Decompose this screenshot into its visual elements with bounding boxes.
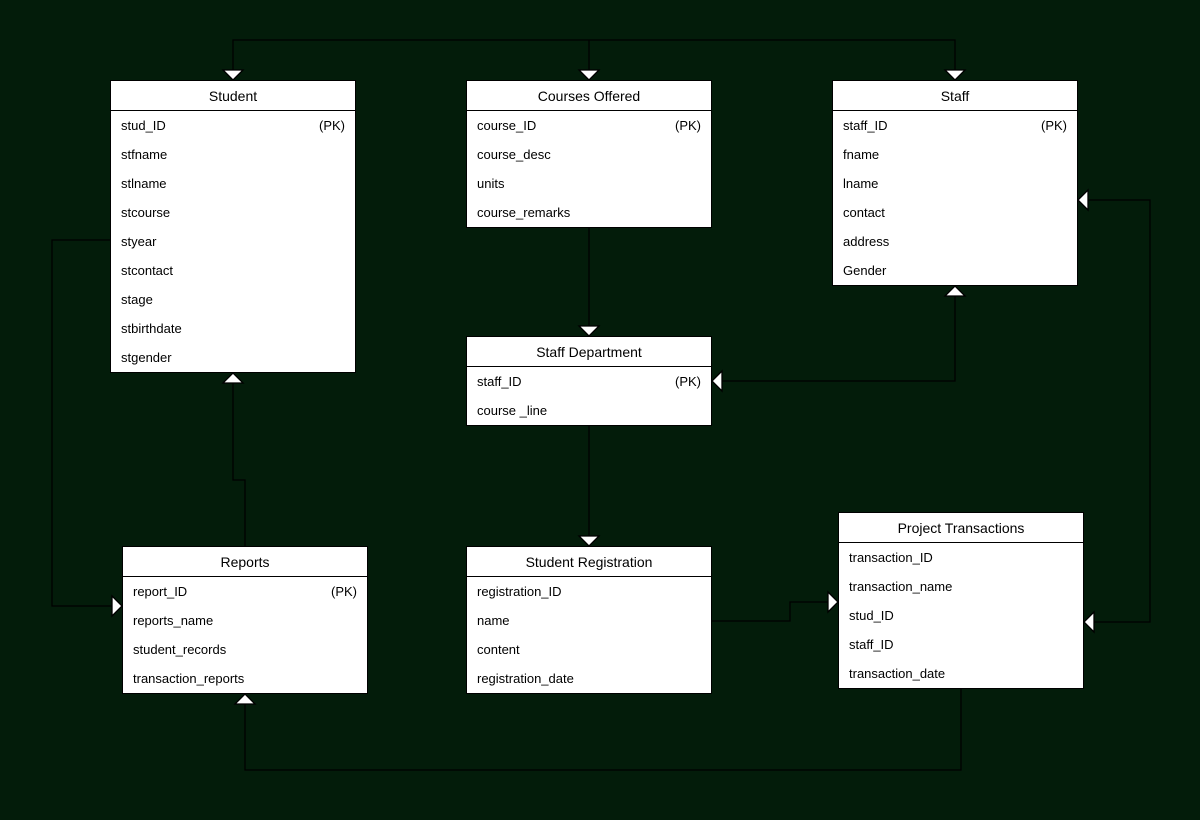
entity-attribute: stud_ID [839, 601, 1083, 630]
entity-attribute: course_desc [467, 140, 711, 169]
entity-attribute: stfname [111, 140, 355, 169]
attribute-name: content [477, 641, 520, 658]
entity-attribute: transaction_date [839, 659, 1083, 688]
entity-title: Staff [833, 81, 1077, 111]
attribute-name: stcourse [121, 204, 170, 221]
entity-attribute: transaction_reports [123, 664, 367, 693]
attribute-name: stud_ID [121, 117, 166, 134]
entity-attribute: lname [833, 169, 1077, 198]
entity-body: report_ID (PK) reports_name student_records… [123, 577, 367, 693]
entity-student: Student stud_ID (PK) stfname stlname stcourse… [110, 80, 356, 373]
entity-title: Student Registration [467, 547, 711, 577]
entity-attribute: address [833, 227, 1077, 256]
attribute-name: styear [121, 233, 156, 250]
entity-body: stud_ID (PK) stfname stlname stcourse styear s… [111, 111, 355, 372]
entity-attribute: reports_name [123, 606, 367, 635]
entity-attribute: stage [111, 285, 355, 314]
attribute-name: transaction_name [849, 578, 952, 595]
attribute-name: reports_name [133, 612, 213, 629]
entity-attribute: content [467, 635, 711, 664]
attribute-name: address [843, 233, 889, 250]
entity-title: Courses Offered [467, 81, 711, 111]
entity-attribute: contact [833, 198, 1077, 227]
entity-attribute: transaction_name [839, 572, 1083, 601]
attribute-name: report_ID [133, 583, 187, 600]
attribute-name: units [477, 175, 504, 192]
attribute-name: transaction_date [849, 665, 945, 682]
entity-attribute: course_remarks [467, 198, 711, 227]
attribute-name: lname [843, 175, 878, 192]
attribute-name: staff_ID [843, 117, 888, 134]
attribute-key: (PK) [1041, 117, 1067, 134]
entity-attribute: name [467, 606, 711, 635]
entity-attribute: course_ID (PK) [467, 111, 711, 140]
entity-registration: Student Registration registration_IDname c… [466, 546, 712, 694]
entity-attribute: stbirthdate [111, 314, 355, 343]
attribute-name: transaction_ID [849, 549, 933, 566]
attribute-name: stfname [121, 146, 167, 163]
attribute-key: (PK) [675, 373, 701, 390]
attribute-name: stgender [121, 349, 172, 366]
attribute-name: fname [843, 146, 879, 163]
attribute-name: staff_ID [477, 373, 522, 390]
entity-attribute: stcourse [111, 198, 355, 227]
attribute-key: (PK) [319, 117, 345, 134]
attribute-name: student_records [133, 641, 226, 658]
entity-attribute: registration_date [467, 664, 711, 693]
entity-title: Staff Department [467, 337, 711, 367]
er-diagram-canvas: Student stud_ID (PK) stfname stlname stcourse… [0, 0, 1200, 820]
attribute-name: Gender [843, 262, 886, 279]
entity-title: Reports [123, 547, 367, 577]
entity-attribute: stud_ID (PK) [111, 111, 355, 140]
entity-attribute: staff_ID (PK) [833, 111, 1077, 140]
attribute-name: registration_date [477, 670, 574, 687]
attribute-name: stcontact [121, 262, 173, 279]
attribute-name: stage [121, 291, 153, 308]
attribute-name: transaction_reports [133, 670, 244, 687]
attribute-name: stbirthdate [121, 320, 182, 337]
entity-reports: Reports report_ID (PK) reports_name student_… [122, 546, 368, 694]
entity-staff: Staff staff_ID (PK) fname lname contact addres… [832, 80, 1078, 286]
entity-staffdept: Staff Department staff_ID (PK) course _line [466, 336, 712, 426]
entity-attribute: course _line [467, 396, 711, 425]
attribute-name: course _line [477, 402, 547, 419]
attribute-name: course_ID [477, 117, 536, 134]
entity-title: Student [111, 81, 355, 111]
entity-title: Project Transactions [839, 513, 1083, 543]
entity-body: staff_ID (PK) course _line [467, 367, 711, 425]
attribute-name: contact [843, 204, 885, 221]
entity-attribute: fname [833, 140, 1077, 169]
entity-body: staff_ID (PK) fname lname contact address Gend… [833, 111, 1077, 285]
attribute-name: registration_ID [477, 583, 562, 600]
entity-attribute: styear [111, 227, 355, 256]
entity-attribute: staff_ID [839, 630, 1083, 659]
entity-attribute: registration_ID [467, 577, 711, 606]
entity-attribute: Gender [833, 256, 1077, 285]
entity-attribute: transaction_ID [839, 543, 1083, 572]
entity-transactions: Project Transactionstransaction_IDtransa… [838, 512, 1084, 689]
attribute-name: course_desc [477, 146, 551, 163]
entity-attribute: staff_ID (PK) [467, 367, 711, 396]
entity-attribute: stcontact [111, 256, 355, 285]
entity-attribute: student_records [123, 635, 367, 664]
attribute-name: stud_ID [849, 607, 894, 624]
attribute-name: staff_ID [849, 636, 894, 653]
entity-attribute: stlname [111, 169, 355, 198]
entity-body: course_ID (PK) course_descunits course_rema… [467, 111, 711, 227]
entity-courses: Courses Offered course_ID (PK) course_descu… [466, 80, 712, 228]
attribute-name: course_remarks [477, 204, 570, 221]
entity-body: registration_IDname content registration_d… [467, 577, 711, 693]
attribute-key: (PK) [675, 117, 701, 134]
attribute-key: (PK) [331, 583, 357, 600]
attribute-name: name [477, 612, 510, 629]
attribute-name: stlname [121, 175, 167, 192]
entity-body: transaction_ID transaction_name stud_IDsta… [839, 543, 1083, 688]
entity-attribute: stgender [111, 343, 355, 372]
entity-attribute: report_ID (PK) [123, 577, 367, 606]
entity-attribute: units [467, 169, 711, 198]
